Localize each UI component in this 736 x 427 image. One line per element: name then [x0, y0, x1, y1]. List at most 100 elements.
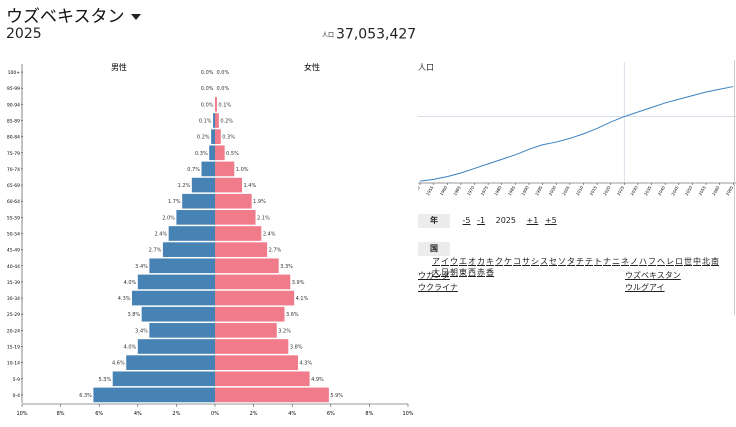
age-group-label: 5-9	[13, 377, 20, 383]
female-value-label: 3.3%	[280, 264, 293, 270]
kana-link[interactable]: 中	[693, 257, 701, 266]
kana-link[interactable]: 東	[459, 268, 467, 277]
male-value-label: 2.0%	[162, 215, 175, 221]
kana-link[interactable]: ア	[432, 257, 440, 266]
male-bar	[168, 226, 215, 241]
male-bar	[209, 145, 215, 161]
female-bar	[215, 274, 291, 290]
kana-link[interactable]: ソ	[558, 257, 566, 266]
kana-link[interactable]: ク	[495, 257, 503, 266]
male-bar	[201, 161, 215, 177]
country-selector[interactable]: ウズベキスタン	[6, 2, 141, 27]
x-tick-label: 8%	[365, 411, 373, 417]
age-group-label: 65-69	[7, 183, 20, 189]
kana-link[interactable]: ナ	[603, 257, 611, 266]
kana-link[interactable]: カ	[477, 257, 485, 266]
kana-link[interactable]: シ	[531, 257, 539, 266]
male-value-label: 3.4%	[135, 264, 148, 270]
chevron-down-icon[interactable]	[130, 14, 141, 20]
male-value-label: 6.3%	[79, 393, 92, 399]
kana-link[interactable]: 香	[486, 268, 494, 277]
male-value-label: 3.8%	[127, 312, 140, 318]
male-bar	[213, 113, 215, 128]
male-bar	[93, 387, 215, 403]
year-plus5-link[interactable]: +5	[544, 216, 557, 225]
kana-link[interactable]: 大	[432, 268, 440, 277]
male-bar	[149, 258, 215, 274]
country-name: ウズベキスタン	[6, 7, 125, 27]
female-value-label: 3.6%	[286, 312, 299, 318]
kana-link[interactable]: チ	[576, 257, 584, 266]
kana-link[interactable]: 世	[684, 257, 692, 266]
year-tick-label: 2030	[629, 185, 639, 197]
country-nav-label: 国	[418, 242, 450, 256]
kana-link[interactable]: ノ	[630, 257, 638, 266]
male-value-label: 1.2%	[178, 183, 191, 189]
year-tick-label: 2060	[711, 185, 721, 197]
kana-link[interactable]: エ	[459, 257, 467, 266]
year-tick-label: 1965	[452, 185, 462, 197]
kana-link[interactable]: オ	[468, 257, 476, 266]
kana-link[interactable]: キ	[486, 257, 494, 266]
year-minus5-link[interactable]: -5	[462, 216, 471, 225]
age-group-label: 25-29	[7, 312, 20, 318]
year-tick-label: 2020	[602, 185, 612, 197]
kana-link[interactable]: 西	[468, 268, 476, 277]
age-group-label: 15-19	[7, 345, 20, 351]
kana-link[interactable]: 日	[441, 268, 449, 277]
male-bar	[141, 306, 215, 322]
female-value-label: 5.9%	[330, 393, 343, 399]
kana-link[interactable]: ケ	[504, 257, 512, 266]
kana-link[interactable]: セ	[549, 257, 557, 266]
kana-link[interactable]: 朝	[450, 268, 458, 277]
kana-link[interactable]: テ	[585, 257, 593, 266]
year-tick-label: 2025	[616, 185, 626, 197]
male-value-label: 0.0%	[201, 102, 214, 108]
kana-link[interactable]: サ	[522, 257, 530, 266]
female-value-label: 2.4%	[263, 232, 276, 238]
kana-link[interactable]: 赤	[477, 268, 485, 277]
kana-link[interactable]: 南	[711, 257, 719, 266]
kana-link[interactable]: 北	[702, 257, 710, 266]
kana-link[interactable]: ス	[540, 257, 548, 266]
kana-index: アイウエオカキクケコサシスセソタチテトナニネノハフヘレロ世中北南大日朝東西赤香	[432, 256, 720, 278]
kana-link[interactable]: ウ	[450, 257, 458, 266]
male-bar	[191, 177, 215, 193]
female-value-label: 0.0%	[217, 70, 230, 76]
male-value-label: 4.6%	[112, 361, 125, 367]
population-pyramid-chart: 男性 女性 100+ 0.0% 0.0%95-99 0.0% 0.0%90-94 0.0%…	[7, 62, 414, 417]
kana-link[interactable]: ネ	[621, 257, 629, 266]
country-link[interactable]: ウクライナ	[418, 283, 458, 292]
kana-link[interactable]: フ	[648, 257, 656, 266]
male-value-label: 2.7%	[149, 248, 162, 254]
year-tick-label: 1970	[466, 185, 476, 197]
year-plus1-link[interactable]: +1	[526, 216, 539, 225]
kana-link[interactable]: イ	[441, 257, 449, 266]
year-nav-current: 2025	[495, 216, 516, 225]
year-tick-label: 1950	[418, 185, 421, 197]
female-bar	[215, 177, 243, 193]
country-link[interactable]: ウズベキスタン	[625, 271, 681, 280]
age-group-label: 45-49	[7, 248, 20, 254]
female-value-label: 0.5%	[226, 151, 239, 157]
kana-link[interactable]: ハ	[639, 257, 647, 266]
x-tick-label: 4%	[288, 411, 296, 417]
female-bar	[215, 339, 289, 354]
kana-link[interactable]: コ	[513, 257, 521, 266]
country-link[interactable]: ウガンダ	[418, 271, 450, 280]
kana-link[interactable]: ヘ	[657, 257, 665, 266]
kana-link[interactable]: ニ	[612, 257, 620, 266]
kana-link[interactable]: レ	[666, 257, 674, 266]
female-label: 女性	[304, 62, 320, 72]
kana-link[interactable]: ト	[594, 257, 602, 266]
kana-link[interactable]: ロ	[675, 257, 683, 266]
age-group-label: 90-94	[7, 102, 20, 108]
female-bar	[215, 355, 298, 370]
year-minus1-link[interactable]: -1	[477, 216, 486, 225]
year-tick-label: 2065	[725, 185, 735, 197]
kana-link[interactable]: タ	[567, 257, 575, 266]
female-value-label: 2.7%	[269, 248, 282, 254]
male-bar	[137, 339, 215, 354]
country-link[interactable]: ウルグアイ	[625, 283, 665, 292]
year-tick-label: 1955	[425, 185, 435, 197]
